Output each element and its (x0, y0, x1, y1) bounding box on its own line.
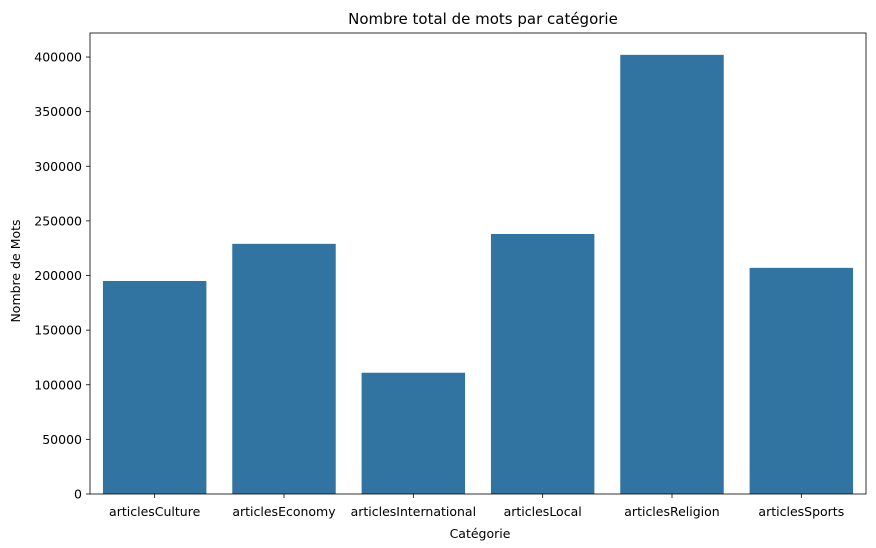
x-tick-label: articlesSports (758, 504, 844, 519)
y-tick-label: 400000 (34, 50, 82, 65)
bar-articlesSports (749, 267, 854, 494)
y-tick-label: 300000 (34, 159, 82, 174)
y-tick-label: 100000 (34, 377, 82, 392)
bar-articlesInternational (361, 372, 466, 494)
y-axis: 0 50000 100000 150000 200000 250000 300000 3500… (34, 50, 90, 502)
x-axis: articlesCulture articlesEconomy articlesIn… (109, 494, 844, 519)
x-tick-label: articlesLocal (504, 504, 582, 519)
bars-group (102, 54, 854, 495)
y-tick-label: 50000 (42, 432, 82, 447)
x-tick-label: articlesInternational (351, 504, 477, 519)
x-axis-title: Catégorie (450, 526, 511, 541)
x-tick-label: articlesEconomy (232, 504, 336, 519)
bar-articlesReligion (620, 54, 724, 495)
x-tick-label: articlesCulture (109, 504, 201, 519)
bar-articlesCulture (102, 280, 207, 494)
y-tick-label: 150000 (34, 323, 82, 338)
chart-title: Nombre total de mots par catégorie (348, 10, 618, 28)
x-tick-label: articlesReligion (624, 504, 719, 519)
y-tick-label: 350000 (34, 104, 82, 119)
y-axis-title: Nombre de Mots (8, 219, 23, 322)
y-tick-label: 0 (74, 487, 82, 502)
bar-articlesEconomy (232, 243, 336, 494)
plot-frame (89, 32, 867, 495)
bar-articlesLocal (490, 234, 595, 494)
y-tick-label: 250000 (34, 213, 82, 228)
y-tick-label: 200000 (34, 268, 82, 283)
